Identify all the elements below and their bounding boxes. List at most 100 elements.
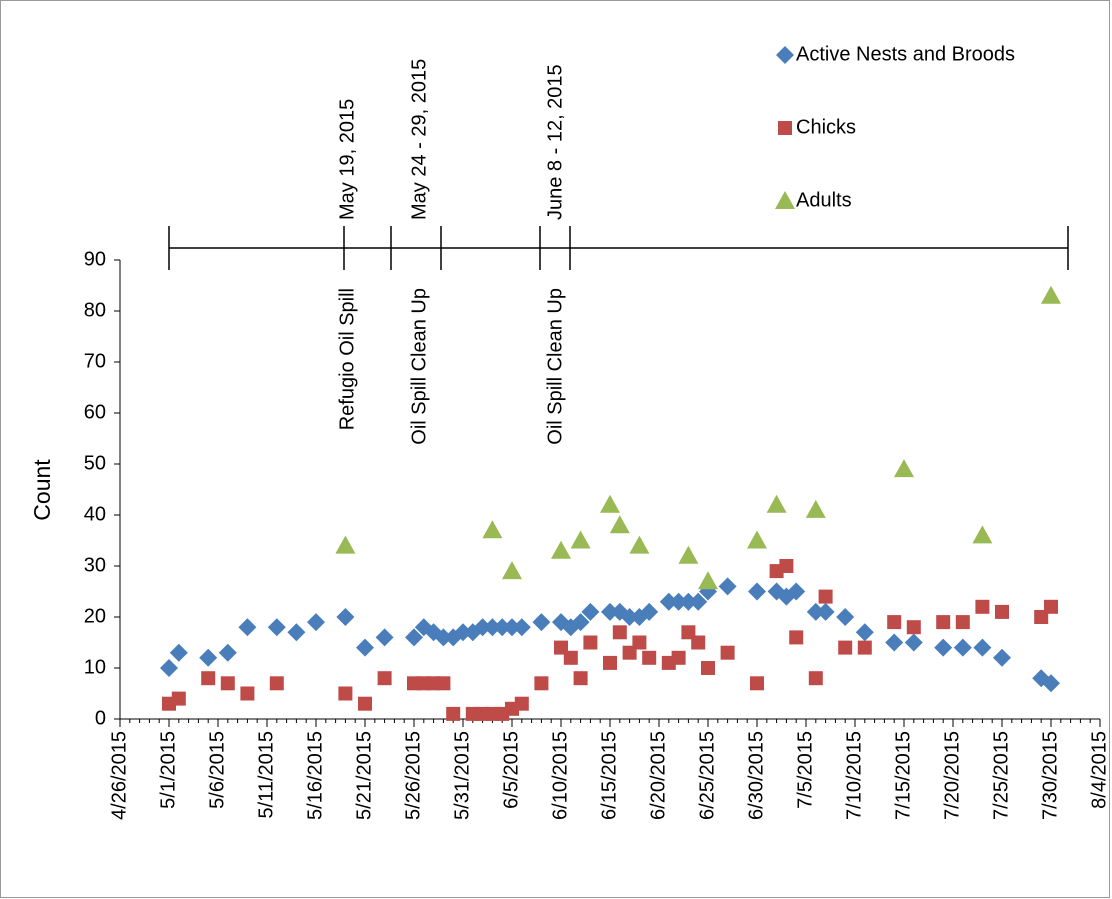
x-tick-label: 6/5/2015 (500, 731, 522, 809)
point (669, 592, 688, 611)
point (377, 671, 392, 686)
point (375, 628, 394, 647)
point (747, 530, 767, 549)
x-tick-label: 5/21/2015 (353, 731, 375, 820)
legend-label: Chicks (796, 116, 856, 138)
x-tick-label: 7/10/2015 (843, 731, 865, 820)
x-tick-label: 7/5/2015 (794, 731, 816, 809)
point (818, 589, 833, 604)
point (601, 602, 619, 621)
x-tick-label: 6/30/2015 (745, 731, 767, 820)
point (220, 676, 235, 691)
y-tick-label: 90 (84, 248, 106, 270)
point (720, 645, 735, 660)
y-tick-label: 80 (84, 299, 106, 321)
point (885, 633, 904, 652)
y-tick-label: 70 (84, 350, 106, 372)
point (358, 696, 372, 711)
point (218, 643, 237, 662)
point (750, 676, 764, 691)
x-tick-label: 7/15/2015 (892, 731, 914, 820)
point (563, 650, 578, 665)
point (405, 628, 423, 647)
point (581, 602, 600, 621)
point (502, 561, 522, 580)
point (836, 608, 855, 626)
point (446, 706, 461, 721)
annotation-event: Oil Spill Clean Up (408, 288, 430, 445)
x-tick-label: 6/15/2015 (598, 731, 620, 820)
legend-marker (775, 191, 795, 209)
point (171, 691, 186, 706)
point (659, 592, 678, 611)
y-tick-label: 10 (84, 656, 106, 678)
y-tick-label: 20 (84, 605, 106, 627)
legend-label: Adults (796, 189, 852, 211)
point (356, 638, 374, 657)
point (307, 613, 325, 632)
point (787, 582, 806, 601)
point (436, 676, 451, 691)
point (701, 661, 715, 675)
y-tick-label: 60 (84, 401, 106, 423)
y-tick-label: 30 (84, 554, 106, 576)
point (169, 643, 188, 662)
point (240, 686, 255, 701)
point (238, 618, 257, 637)
point (718, 577, 737, 596)
point (600, 494, 620, 513)
y-tick-label: 50 (84, 452, 106, 474)
point (975, 599, 990, 614)
legend-marker (776, 46, 794, 64)
point (620, 608, 639, 626)
point (934, 638, 953, 657)
point (671, 650, 686, 665)
point (855, 623, 874, 642)
point (482, 520, 503, 539)
x-tick-label: 5/16/2015 (304, 731, 326, 820)
x-tick-label: 5/26/2015 (402, 731, 424, 820)
point (789, 630, 804, 645)
point (534, 676, 549, 691)
point (532, 613, 551, 632)
point (493, 618, 512, 637)
y-tick-label: 0 (95, 707, 106, 729)
x-tick-label: 8/4/2015 (1088, 731, 1110, 809)
x-tick-label: 5/6/2015 (206, 731, 228, 809)
point (434, 628, 453, 647)
point (691, 635, 706, 650)
x-tick-label: 6/10/2015 (549, 731, 571, 820)
point (689, 592, 708, 611)
point (955, 615, 970, 630)
x-tick-label: 5/11/2015 (255, 731, 277, 819)
point (1042, 674, 1060, 693)
x-tick-label: 7/20/2015 (941, 731, 963, 820)
point (1044, 599, 1058, 614)
point (503, 618, 521, 637)
point (199, 648, 218, 667)
x-tick-label: 7/25/2015 (990, 731, 1012, 820)
point (335, 535, 356, 554)
point (629, 535, 650, 554)
point (953, 638, 972, 657)
point (805, 499, 826, 518)
point (808, 671, 823, 686)
point (748, 582, 766, 601)
annotation-event: Oil Spill Clean Up (544, 288, 566, 445)
point (201, 671, 216, 686)
annotation-event: Refugio Oil Spill (336, 288, 358, 430)
x-tick-label: 4/26/2015 (108, 731, 130, 820)
point (612, 625, 627, 640)
point (570, 530, 591, 549)
point (894, 459, 914, 478)
point (287, 623, 306, 642)
point (779, 559, 794, 573)
point (972, 525, 993, 544)
point (973, 638, 992, 657)
point (483, 618, 502, 637)
point (454, 623, 472, 642)
point (632, 635, 647, 650)
point (936, 615, 951, 630)
